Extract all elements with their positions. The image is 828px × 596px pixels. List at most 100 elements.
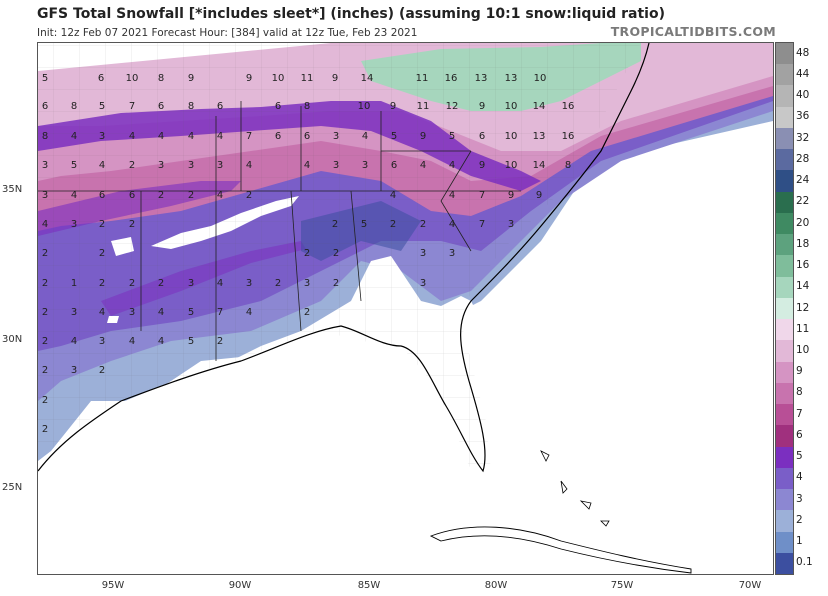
snowfall-value: 5 (188, 336, 194, 347)
legend-tick: 5 (796, 450, 803, 463)
legend-swatch (776, 446, 793, 469)
snowfall-value: 14 (361, 73, 374, 84)
lon-label-75w: 75W (610, 580, 634, 591)
snowfall-value: 2 (333, 248, 339, 259)
snowfall-value: 5 (71, 160, 77, 171)
snowfall-value: 16 (562, 131, 575, 142)
snowfall-value: 7 (246, 131, 252, 142)
snowfall-value: 3 (508, 219, 514, 230)
legend-tick: 14 (796, 280, 810, 293)
snowfall-value: 4 (158, 307, 164, 318)
snowfall-value: 3 (71, 365, 77, 376)
snowfall-value: 4 (420, 160, 426, 171)
snowfall-value: 9 (332, 73, 338, 84)
map-title: GFS Total Snowfall [*includes sleet*] (i… (37, 6, 665, 22)
legend-swatch (776, 361, 793, 384)
snowfall-value: 2 (158, 190, 164, 201)
snowfall-value: 9 (508, 190, 514, 201)
legend-tick: 48 (796, 46, 810, 59)
legend-swatch (776, 319, 793, 341)
snowfall-value: 4 (390, 190, 396, 201)
snowfall-value: 6 (275, 101, 281, 112)
color-legend (775, 42, 794, 575)
snowfall-value: 11 (301, 73, 314, 84)
snowfall-value: 4 (71, 190, 77, 201)
legend-tick: 22 (796, 195, 810, 208)
legend-tick: 7 (796, 407, 803, 420)
snowfall-value: 3 (71, 307, 77, 318)
legend-swatch (776, 425, 793, 448)
snowfall-value: 7 (217, 307, 223, 318)
legend-swatch (776, 64, 793, 86)
legend-swatch (776, 234, 793, 256)
snowfall-value: 2 (420, 219, 426, 230)
snowfall-values: 5 6 10 8 9 9 10 11 9 14 11 16 13 13 106 8 5 7 6 8 6 6 8 10 9 11 12… (42, 73, 575, 435)
snowfall-value: 6 (479, 131, 485, 142)
snowfall-value: 6 (217, 101, 223, 112)
snowfall-map[interactable]: 5 6 10 8 9 9 10 11 9 14 11 16 13 13 10 6 8 5 7 6 8 6 6 8 10 9 11 12… (37, 42, 774, 575)
snowfall-value: 3 (99, 131, 105, 142)
legend-swatch (776, 106, 793, 129)
no-snow-florida (38, 256, 773, 574)
legend-tick: 3 (796, 492, 803, 505)
snowfall-value: 10 (272, 73, 285, 84)
snowfall-value: 4 (246, 307, 252, 318)
snowfall-value: 4 (158, 336, 164, 347)
snowfall-value: 3 (420, 248, 426, 259)
snowfall-value: 16 (562, 101, 575, 112)
snowfall-value: 16 (445, 73, 458, 84)
snowfall-value: 8 (42, 131, 48, 142)
snowfall-value: 6 (304, 131, 310, 142)
snowfall-value: 10 (534, 73, 547, 84)
snowfall-value: 2 (42, 278, 48, 289)
lon-label-80w: 80W (484, 580, 508, 591)
legend-tick: 36 (796, 110, 810, 123)
snowfall-value: 2 (304, 307, 310, 318)
snowfall-value: 3 (188, 278, 194, 289)
snowfall-value: 8 (304, 101, 310, 112)
legend-tick: 44 (796, 67, 810, 80)
legend-swatch (776, 340, 793, 363)
snowfall-value: 4 (449, 160, 455, 171)
snowfall-value: 10 (505, 131, 518, 142)
snowfall-value: 5 (188, 307, 194, 318)
snowfall-value: 2 (42, 424, 48, 435)
snowfall-value: 5 (391, 131, 397, 142)
legend-swatch (776, 191, 793, 214)
snowfall-value: 4 (304, 160, 310, 171)
snowfall-value: 3 (42, 160, 48, 171)
snowfall-value: 7 (479, 219, 485, 230)
snowfall-value: 9 (479, 160, 485, 171)
snowfall-value: 3 (158, 160, 164, 171)
snowfall-value: 9 (420, 131, 426, 142)
map-subtitle: Init: 12z Feb 07 2021 Forecast Hour: [38… (37, 27, 418, 39)
legend-swatch (776, 531, 793, 554)
snowfall-value: 3 (71, 219, 77, 230)
snowfall-value: 6 (391, 160, 397, 171)
cuba (429, 526, 692, 574)
snowfall-value: 2 (217, 336, 223, 347)
snowfall-value: 6 (129, 190, 135, 201)
snowfall-value: 4 (129, 131, 135, 142)
legend-tick: 0.1 (796, 556, 813, 569)
bahamas (540, 450, 610, 527)
snowfall-value: 2 (42, 336, 48, 347)
snowfall-value: 9 (246, 73, 252, 84)
snowfall-value: 2 (99, 278, 105, 289)
snowfall-value: 6 (99, 190, 105, 201)
legend-swatch (776, 212, 793, 235)
snowfall-value: 6 (98, 73, 104, 84)
lon-label-85w: 85W (357, 580, 381, 591)
snowfall-value: 2 (332, 219, 338, 230)
legend-swatch (776, 467, 793, 490)
snowfall-value: 10 (126, 73, 139, 84)
snowfall-value: 13 (505, 73, 518, 84)
legend-swatch (776, 382, 793, 405)
brand-watermark[interactable]: TROPICALTIDBITS.COM (610, 24, 776, 39)
snowfall-value: 5 (99, 101, 105, 112)
snowfall-value: 2 (42, 395, 48, 406)
snowfall-value: 5 (449, 131, 455, 142)
snowfall-value: 2 (333, 278, 339, 289)
legend-tick: 11 (796, 322, 810, 335)
legend-tick: 9 (796, 365, 803, 378)
